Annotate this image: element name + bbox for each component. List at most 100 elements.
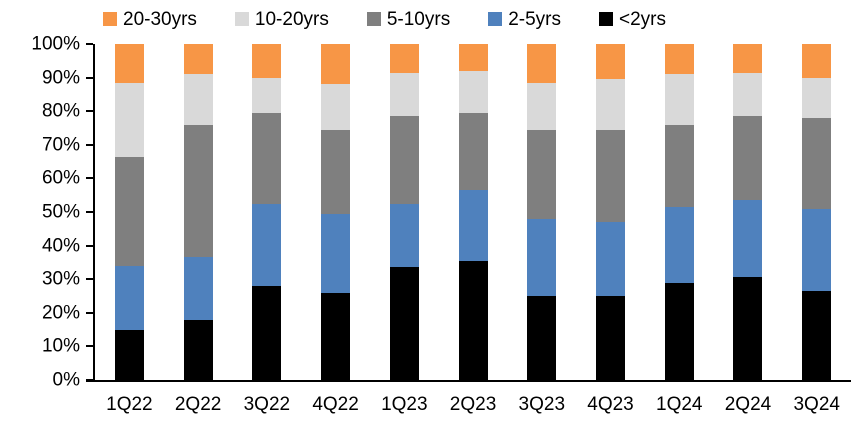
y-axis-tick xyxy=(86,177,93,180)
y-axis-tick xyxy=(86,110,93,113)
bar-segment-10-20yrs xyxy=(183,74,213,125)
stacked-bar-3Q23 xyxy=(527,44,557,380)
bar-segment-20-30yrs xyxy=(183,44,213,75)
x-axis-category-label: 2Q24 xyxy=(724,394,772,415)
bar-segment-2-5yrs xyxy=(458,190,488,261)
bar-segment-5-10yrs xyxy=(664,124,694,207)
x-axis-category-label: 1Q22 xyxy=(106,394,153,415)
bar-segment-10-20yrs xyxy=(458,70,488,113)
bar-segment-20-30yrs xyxy=(458,44,488,71)
x-axis-category-label: 3Q24 xyxy=(793,394,840,415)
y-axis-tick xyxy=(86,211,93,213)
x-axis-labels: 1Q22 2Q22 3Q22 4Q22 1Q23 2Q23 3Q23 4Q23 1Q24 2Q24… xyxy=(95,394,851,417)
bar-segment-<2yrs xyxy=(321,292,351,380)
bar-slot xyxy=(232,44,301,380)
y-axis-tick-label: 60% xyxy=(41,167,80,189)
bar-segment-<2yrs xyxy=(802,290,832,380)
bar-segment-<2yrs xyxy=(183,319,213,380)
bar-segment-<2yrs xyxy=(114,329,144,380)
bar-segment-10-20yrs xyxy=(802,77,832,118)
bar-segment-<2yrs xyxy=(527,295,557,380)
x-axis-category-label: 2Q23 xyxy=(449,394,497,415)
stacked-bar-1Q23 xyxy=(389,44,419,380)
y-axis-tick-label: 70% xyxy=(41,134,80,156)
bar-segment-10-20yrs xyxy=(664,74,694,125)
bar-segment-10-20yrs xyxy=(321,84,351,130)
y-axis-labels: 0% 10% 20% 30% 40% 50% 60% 70% 80% 90% 100% xyxy=(0,35,80,390)
y-axis-tick-label: 100% xyxy=(31,33,80,55)
bar-segment-2-5yrs xyxy=(733,200,763,278)
legend-item: 2-5yrs xyxy=(488,10,561,29)
bar-slot xyxy=(507,44,576,380)
legend-label: <2yrs xyxy=(619,8,666,30)
bar-slot xyxy=(301,44,370,380)
bar-slot xyxy=(370,44,439,380)
bar-slot xyxy=(576,44,645,380)
bar-segment-10-20yrs xyxy=(389,72,419,117)
bar-segment-20-30yrs xyxy=(252,44,282,78)
bar-segment-5-10yrs xyxy=(458,112,488,191)
bar-segment-2-5yrs xyxy=(252,203,282,286)
bar-segment-5-10yrs xyxy=(527,129,557,219)
bar-segment-20-30yrs xyxy=(664,44,694,75)
bar-segment-10-20yrs xyxy=(733,72,763,117)
bar-slot xyxy=(164,44,233,380)
y-axis-tick-label: 90% xyxy=(41,67,80,89)
x-axis-category-label: 2Q22 xyxy=(174,394,222,415)
x-axis-category-label: 3Q23 xyxy=(518,394,566,415)
y-axis-tick-label: 0% xyxy=(52,369,80,391)
y-axis-tick xyxy=(86,43,93,45)
bar-segment-<2yrs xyxy=(252,285,282,380)
y-axis-tick xyxy=(86,143,93,146)
legend-swatch xyxy=(103,12,117,26)
legend-item: 5-10yrs xyxy=(366,10,450,29)
chart-legend: 20-30yrs 10-20yrs 5-10yrs 2-5yrs <2yrs xyxy=(103,6,852,32)
y-axis-tick xyxy=(86,244,93,247)
y-axis-tick-label: 20% xyxy=(41,302,80,324)
legend-label: 10-20yrs xyxy=(254,8,329,30)
bars-container xyxy=(95,44,851,380)
bar-segment-5-10yrs xyxy=(596,129,625,223)
y-axis-tick xyxy=(86,278,93,281)
bar-slot xyxy=(714,44,783,380)
bar-segment-<2yrs xyxy=(733,277,763,380)
stacked-bar-4Q23 xyxy=(596,44,625,380)
bar-segment-20-30yrs xyxy=(389,44,419,73)
bar-segment-<2yrs xyxy=(664,282,694,380)
bar-segment-2-5yrs xyxy=(389,203,419,268)
bar-segment-10-20yrs xyxy=(114,82,144,157)
bar-segment-2-5yrs xyxy=(183,257,213,320)
bar-slot xyxy=(439,44,508,380)
x-axis-category-label: 1Q24 xyxy=(656,394,703,415)
y-axis-line xyxy=(93,44,95,382)
stacked-bar-1Q24 xyxy=(664,44,694,380)
bar-segment-20-30yrs xyxy=(321,44,351,85)
bar-segment-20-30yrs xyxy=(596,44,625,80)
x-axis-category-label: 1Q23 xyxy=(381,394,428,415)
bar-segment-2-5yrs xyxy=(596,222,625,296)
legend-item: 10-20yrs xyxy=(234,8,329,30)
y-axis-tick-label: 30% xyxy=(41,268,80,290)
bar-segment-20-30yrs xyxy=(527,44,557,83)
bar-segment-5-10yrs xyxy=(802,117,832,209)
y-axis-tick xyxy=(86,345,93,348)
stacked-bar-2Q22 xyxy=(183,44,213,380)
bar-segment-<2yrs xyxy=(458,260,488,380)
x-axis-category-label: 4Q23 xyxy=(587,394,634,415)
stacked-bar-4Q22 xyxy=(321,44,351,380)
legend-swatch xyxy=(488,12,503,26)
bar-segment-2-5yrs xyxy=(321,213,351,293)
bar-segment-20-30yrs xyxy=(733,44,763,73)
legend-label: 20-30yrs xyxy=(123,8,197,30)
x-axis-category-label: 4Q22 xyxy=(312,394,359,415)
legend-item: <2yrs xyxy=(599,10,666,29)
bar-segment-2-5yrs xyxy=(664,206,694,283)
bar-segment-10-20yrs xyxy=(527,82,557,130)
bar-segment-5-10yrs xyxy=(252,112,282,204)
bar-slot xyxy=(782,44,851,380)
bar-segment-10-20yrs xyxy=(252,77,282,113)
bar-segment-10-20yrs xyxy=(596,79,625,130)
y-axis-tick xyxy=(86,76,93,79)
bar-segment-5-10yrs xyxy=(389,116,419,204)
